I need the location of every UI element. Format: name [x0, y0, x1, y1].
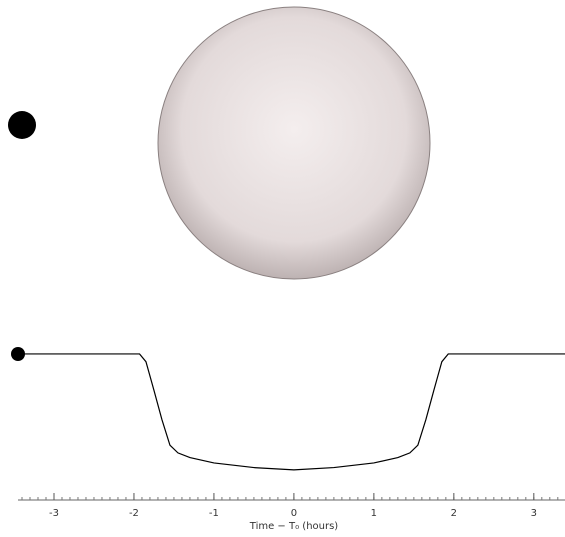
- x-tick-label: 2: [451, 508, 457, 519]
- light-curve: [18, 354, 565, 470]
- star: [158, 7, 430, 279]
- planet: [8, 111, 36, 139]
- x-tick-label: -1: [209, 508, 219, 519]
- x-tick-label: 0: [291, 508, 297, 519]
- x-tick-label: -3: [49, 508, 59, 519]
- x-tick-label: 1: [371, 508, 377, 519]
- chart: Time − T₀ (hours) -3 -2 -1 0 1 2 3: [0, 0, 565, 537]
- x-axis-label: Time − T₀ (hours): [249, 521, 339, 532]
- x-tick-label: -2: [129, 508, 139, 519]
- x-tick-label: 3: [531, 508, 537, 519]
- page: Time − T₀ (hours) -3-2-10123 (() => { co…: [0, 0, 565, 537]
